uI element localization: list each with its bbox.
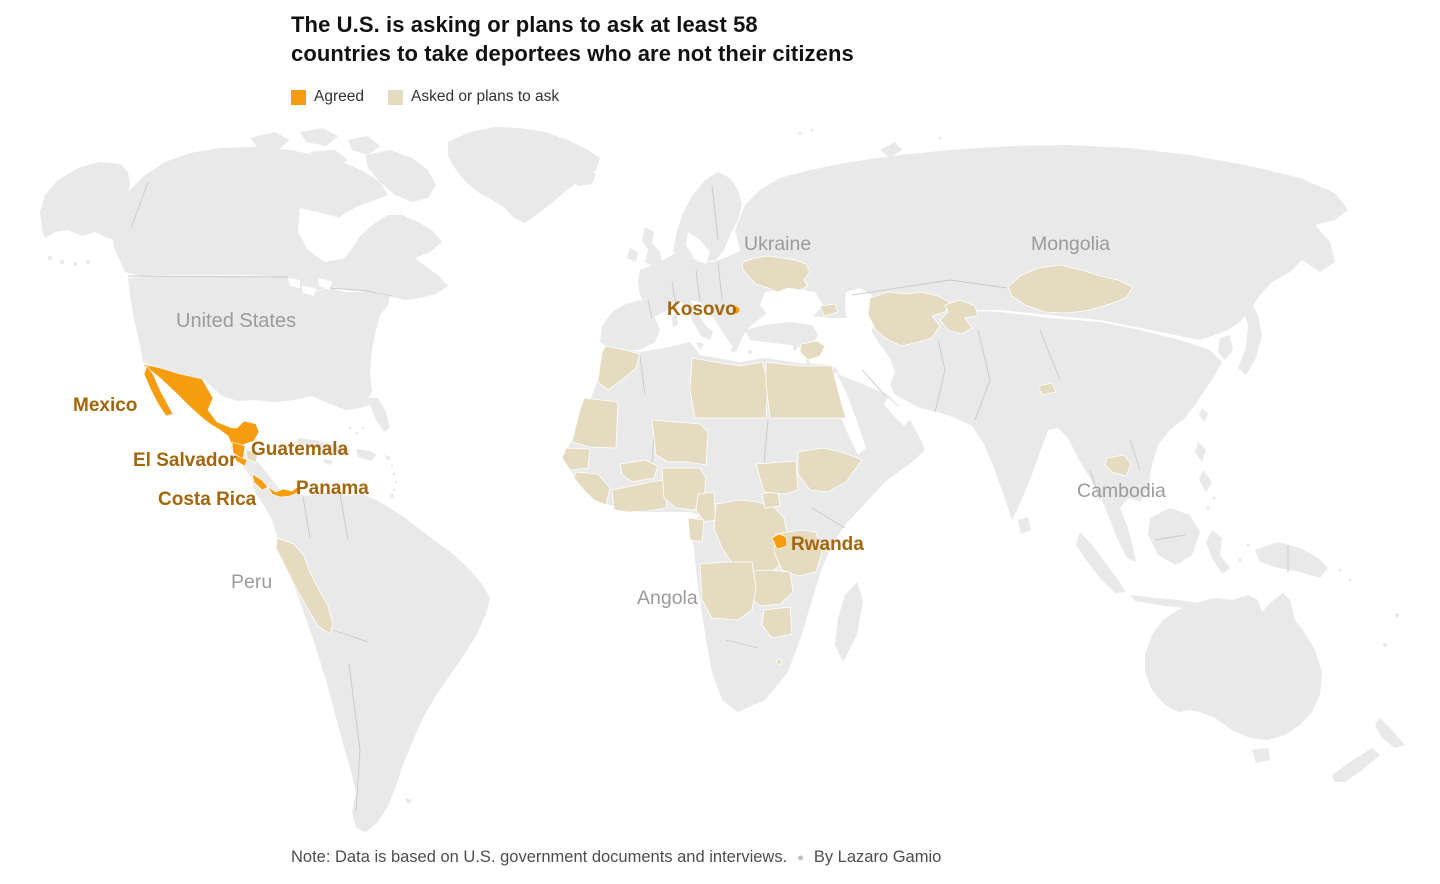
map-label-rwanda: Rwanda bbox=[791, 534, 864, 555]
page-title: The U.S. is asking or plans to ask at le… bbox=[291, 10, 854, 68]
map-label-ukraine: Ukraine bbox=[744, 233, 812, 255]
map-label-angola: Angola bbox=[637, 587, 698, 609]
country-el-salvador bbox=[234, 454, 248, 467]
country-central-asia-east bbox=[939, 299, 979, 335]
map-label-united-states: United States bbox=[176, 310, 297, 332]
sea-layer bbox=[288, 208, 910, 455]
map-label-panama: Panama bbox=[296, 478, 369, 499]
map-label-mexico: Mexico bbox=[73, 395, 138, 416]
country-bhutan bbox=[1037, 382, 1057, 396]
country-pacific-island bbox=[1394, 611, 1400, 622]
country-cambodia bbox=[1104, 454, 1132, 477]
legend-swatch-asked bbox=[387, 89, 403, 105]
country-gabon bbox=[687, 517, 705, 543]
country-peru bbox=[275, 537, 334, 635]
legend-item-asked: Asked or plans to ask bbox=[387, 88, 560, 106]
landmass-layer bbox=[40, 127, 1405, 832]
country-kosovo-dot bbox=[732, 306, 740, 314]
country-egypt bbox=[765, 361, 847, 419]
border-layer bbox=[127, 181, 1289, 813]
legend-item-agreed: Agreed bbox=[291, 88, 364, 106]
page-title-line2: countries to take deportees who are not … bbox=[291, 41, 854, 66]
legend: Agreed Asked or plans to ask bbox=[291, 88, 559, 106]
byline: By Lazaro Gamio bbox=[813, 848, 942, 866]
legend-label-agreed: Agreed bbox=[314, 88, 364, 105]
country-zimbabwe bbox=[761, 606, 793, 639]
note-text: Note: Data is based on U.S. government d… bbox=[291, 848, 788, 866]
country-niger bbox=[651, 419, 709, 466]
country-central-asia-west bbox=[867, 291, 951, 347]
country-ukraine bbox=[741, 255, 811, 293]
country-burkina bbox=[619, 459, 659, 483]
country-panama bbox=[267, 486, 300, 498]
map-label-peru: Peru bbox=[231, 571, 273, 593]
map-label-kosovo: Kosovo bbox=[667, 299, 737, 320]
separator-dot-icon: ● bbox=[797, 851, 804, 864]
country-costa-rica bbox=[251, 473, 269, 491]
country-morocco bbox=[597, 345, 641, 391]
page-title-line1: The U.S. is asking or plans to ask at le… bbox=[291, 12, 758, 37]
map-label-guatemala: Guatemala bbox=[251, 439, 349, 460]
country-guinea-coast bbox=[573, 471, 611, 506]
legend-swatch-agreed bbox=[291, 89, 306, 105]
country-mongolia bbox=[1007, 264, 1134, 314]
country-cameroon bbox=[695, 491, 717, 523]
footer-note: Note: Data is based on U.S. government d… bbox=[291, 848, 941, 867]
country-mexico bbox=[141, 363, 260, 449]
country-baja bbox=[143, 365, 174, 417]
agreed-countries-layer bbox=[141, 306, 788, 550]
asked-countries-layer bbox=[245, 255, 1400, 665]
country-syria bbox=[799, 340, 826, 361]
country-honduras bbox=[245, 449, 259, 464]
map-label-cambodia: Cambodia bbox=[1077, 480, 1166, 502]
map-label-el-salvador: El Salvador bbox=[133, 450, 237, 471]
country-angola bbox=[699, 561, 757, 621]
country-eswatini bbox=[776, 659, 782, 665]
country-south-sudan bbox=[755, 460, 799, 495]
country-georgia bbox=[819, 303, 839, 317]
country-mauritania bbox=[571, 397, 619, 449]
country-senegal bbox=[561, 447, 591, 471]
map-label-costa-rica: Costa Rica bbox=[158, 489, 257, 510]
country-rwanda bbox=[771, 533, 788, 550]
legend-label-asked: Asked or plans to ask bbox=[410, 88, 560, 105]
country-ethiopia bbox=[797, 447, 863, 493]
map-label-mongolia: Mongolia bbox=[1031, 233, 1111, 255]
country-libya bbox=[689, 357, 769, 419]
